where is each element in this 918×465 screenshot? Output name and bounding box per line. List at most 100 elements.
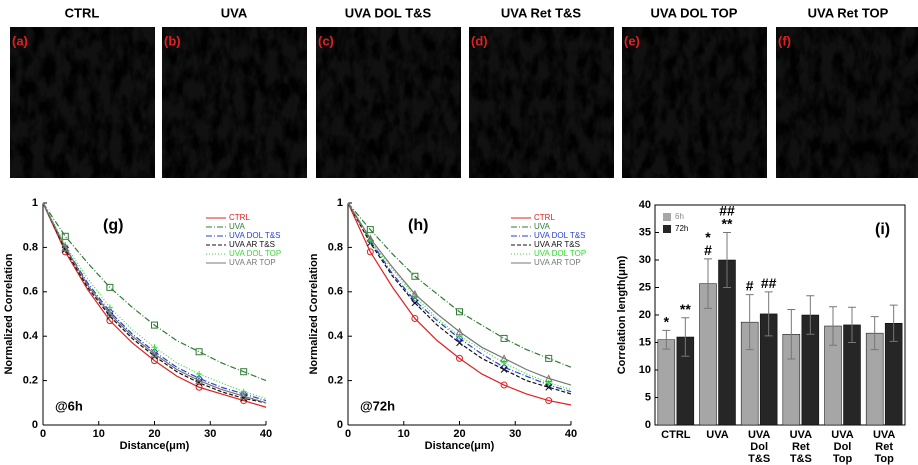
significance: ** — [680, 300, 691, 316]
y-tick-label: 10 — [639, 364, 651, 376]
legend-label: UVA DOL TOP — [534, 249, 586, 258]
marker — [366, 248, 374, 256]
y-tick-label: 0 — [337, 419, 343, 431]
panel-label: (h) — [408, 217, 428, 234]
error-bar — [745, 294, 754, 351]
panel-label: (c) — [318, 33, 334, 48]
panel-label: (f) — [778, 33, 791, 48]
panel-title: UVA DOL TOP — [651, 5, 738, 20]
marker — [545, 383, 553, 391]
micrograph-texture — [469, 27, 614, 178]
marker — [240, 368, 248, 376]
legend-label: UVA AR TOP — [534, 258, 581, 267]
error-bar — [870, 316, 879, 351]
micrograph-texture — [776, 27, 918, 178]
marker — [106, 283, 114, 291]
y-tick-label: 0.2 — [23, 375, 38, 387]
panel-title: CTRL — [65, 5, 100, 20]
marker — [151, 357, 158, 365]
marker — [456, 333, 463, 340]
significance: ## — [761, 275, 777, 291]
panel-title: UVA Ret T&S — [501, 5, 582, 20]
error-bar — [662, 329, 671, 350]
panel-title: UVA Ret TOP — [808, 5, 889, 20]
panel-label: (i) — [875, 221, 890, 238]
x-tick-label: 10 — [93, 428, 105, 440]
y-tick-label: 1 — [32, 197, 38, 209]
y-tick-label: 0.2 — [328, 375, 343, 387]
legend-label: UVA AR T&S — [229, 240, 275, 249]
marker — [456, 354, 463, 362]
y-tick-label: 0 — [32, 419, 38, 431]
series-line — [42, 202, 267, 408]
micrograph-texture — [10, 27, 155, 178]
marker — [500, 366, 508, 373]
marker — [239, 392, 248, 400]
legend-label: UVA DOL T&S — [229, 231, 280, 240]
y-tick-label: 5 — [645, 391, 651, 403]
legend-swatch — [663, 213, 671, 221]
marker — [239, 390, 248, 398]
y-tick-label: 0.8 — [23, 241, 38, 253]
x-tick-label: 30 — [204, 428, 216, 440]
error-bar — [829, 306, 837, 346]
marker — [151, 321, 158, 329]
series-line — [347, 202, 572, 406]
legend-label: 72h — [675, 224, 688, 233]
annotation: @72h — [360, 398, 395, 413]
marker — [411, 314, 419, 322]
y-tick-label: 25 — [639, 281, 651, 293]
y-tick-label: 30 — [639, 254, 651, 266]
y-tick-label: 0.6 — [23, 286, 38, 298]
marker — [411, 299, 419, 307]
y-axis-label: Normalized Correlation — [308, 253, 320, 374]
x-tick-label: UVA Dol T&S — [748, 429, 770, 465]
x-tick-label: 40 — [565, 428, 577, 440]
marker — [150, 349, 159, 358]
marker — [411, 272, 419, 280]
legend-swatch — [663, 225, 671, 233]
y-tick-label: 0.8 — [328, 241, 343, 253]
marker — [545, 354, 553, 362]
marker — [150, 348, 159, 356]
error-bar — [806, 295, 815, 335]
series-line — [347, 202, 572, 386]
series-line — [42, 202, 267, 404]
x-axis-label: Distance(μm) — [425, 440, 495, 452]
legend-label: UVA — [534, 222, 551, 231]
panel-label: (a) — [12, 33, 28, 48]
marker — [501, 359, 508, 366]
marker — [500, 381, 508, 389]
marker — [544, 381, 553, 389]
x-tick-label: UVA Dol Top — [831, 429, 853, 465]
panel-title: UVA — [221, 5, 248, 20]
y-tick-label: 15 — [639, 336, 651, 348]
series-line — [347, 202, 572, 368]
y-tick-label: 40 — [639, 199, 651, 211]
micrograph-texture — [162, 27, 307, 178]
marker — [545, 397, 553, 405]
error-bar — [681, 317, 690, 357]
significance: * # — [704, 229, 712, 258]
annotation: @6h — [55, 398, 83, 413]
marker — [500, 334, 508, 342]
y-tick-label: 0 — [645, 419, 651, 431]
marker — [366, 234, 375, 243]
legend-label: UVA — [229, 222, 246, 231]
marker — [456, 339, 463, 347]
error-bar — [848, 306, 856, 343]
marker — [455, 327, 464, 336]
y-tick-label: 0.6 — [328, 286, 343, 298]
error-bar — [889, 304, 898, 342]
y-tick-label: 1 — [337, 197, 343, 209]
x-tick-label: 40 — [260, 428, 272, 440]
y-tick-label: 35 — [639, 226, 651, 238]
y-axis-label: Correlation length(μm) — [616, 255, 628, 374]
x-tick-label: 0 — [40, 428, 46, 440]
error-bar — [764, 291, 773, 337]
marker — [61, 243, 70, 251]
marker — [61, 232, 69, 240]
y-tick-label: 0.4 — [23, 330, 39, 342]
legend-label: UVA AR T&S — [534, 240, 580, 249]
